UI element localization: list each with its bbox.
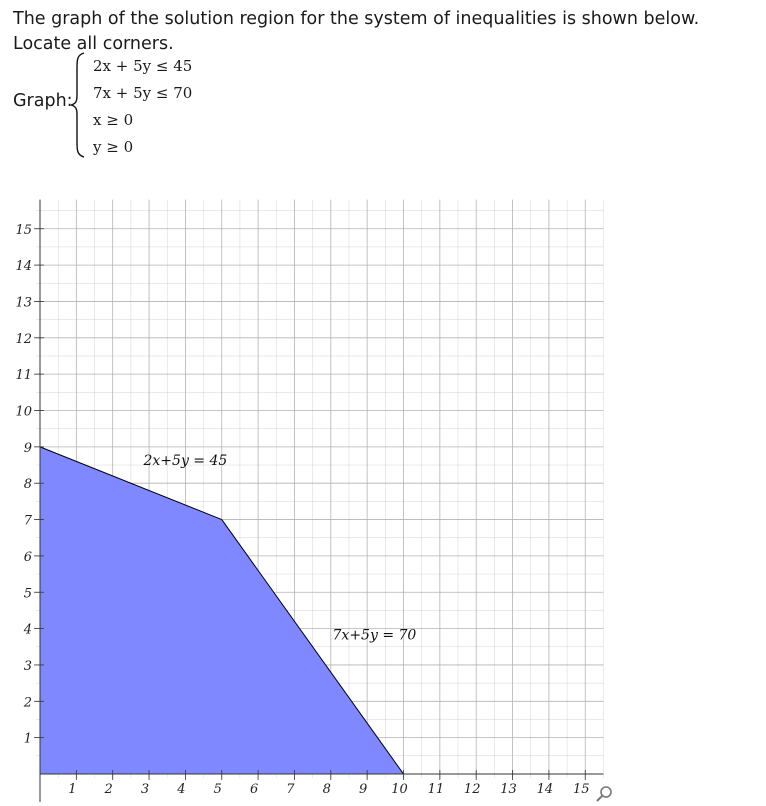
x-tick-label: 12 xyxy=(464,782,481,797)
prompt-line-1: The graph of the solution region for the… xyxy=(13,9,700,29)
inequality-2: 7x + 5y ≤ 70 xyxy=(93,84,193,102)
boundary-label-1: 2x+5y = 45 xyxy=(143,453,228,469)
inequality-1: 2x + 5y ≤ 45 xyxy=(93,57,193,75)
x-tick-label: 1 xyxy=(68,782,76,797)
solution-region-chart: 1 2 3 4 5 6 7 8 9 10 11 12 13 14 151234567891011121314… xyxy=(15,199,604,802)
boundary-line-2 xyxy=(221,519,404,775)
y-tick-label: 8 xyxy=(24,477,32,492)
y-tick-label: 6 xyxy=(24,550,32,565)
feasible-region-polygon xyxy=(40,446,404,774)
y-tick-label: 1 xyxy=(24,732,32,747)
y-tick-label: 10 xyxy=(15,405,32,420)
boundary-label-2: 7x+5y = 70 xyxy=(333,628,417,644)
prompt-line-2: Locate all corners. xyxy=(13,34,174,54)
x-tick-label: 10 xyxy=(391,782,408,797)
y-tick-label: 2 xyxy=(23,695,32,710)
y-tick-label: 15 xyxy=(15,223,32,238)
y-tick-label: 5 xyxy=(24,586,32,601)
tick-labels: 1 2 3 4 5 6 7 8 9 10 11 12 13 14 151234567891011121314… xyxy=(15,223,589,797)
line-labels: 2x+5y = 45 7x+5y = 70 xyxy=(143,453,417,643)
feasible-region xyxy=(39,446,404,775)
x-tick-label: 13 xyxy=(500,782,517,797)
x-tick-label: 6 xyxy=(250,782,258,797)
inequality-3: x ≥ 0 xyxy=(93,111,134,129)
x-tick-label: 5 xyxy=(214,782,222,797)
inequality-4: y ≥ 0 xyxy=(93,138,134,156)
system-brace xyxy=(70,52,85,158)
x-tick-label: 11 xyxy=(428,782,445,797)
x-tick-label: 14 xyxy=(537,782,554,797)
x-tick-label: 3 xyxy=(141,782,149,797)
y-tick-label: 14 xyxy=(15,259,32,274)
question-prompt: The graph of the solution region for the… xyxy=(13,7,753,57)
y-tick-label: 4 xyxy=(23,623,32,638)
magnifier-icon[interactable] xyxy=(595,785,613,803)
y-tick-label: 3 xyxy=(24,659,32,674)
boundary-line-1 xyxy=(39,446,222,521)
y-tick-label: 12 xyxy=(15,332,32,347)
x-tick-label: 7 xyxy=(286,782,295,797)
x-tick-label: 4 xyxy=(176,782,185,797)
y-tick-label: 9 xyxy=(24,441,32,456)
x-tick-label: 9 xyxy=(359,782,367,797)
y-tick-label: 11 xyxy=(15,368,32,383)
x-tick-label: 2 xyxy=(104,782,113,797)
y-tick-label: 13 xyxy=(15,295,32,310)
graph-label: Graph: xyxy=(13,91,73,111)
x-tick-label: 15 xyxy=(573,782,590,797)
x-tick-label: 8 xyxy=(323,782,331,797)
y-tick-label: 7 xyxy=(24,514,33,529)
inequality-system: 2x + 5y ≤ 45 7x + 5y ≤ 70 x ≥ 0 y ≥ 0 xyxy=(93,55,192,163)
axes xyxy=(34,199,604,802)
